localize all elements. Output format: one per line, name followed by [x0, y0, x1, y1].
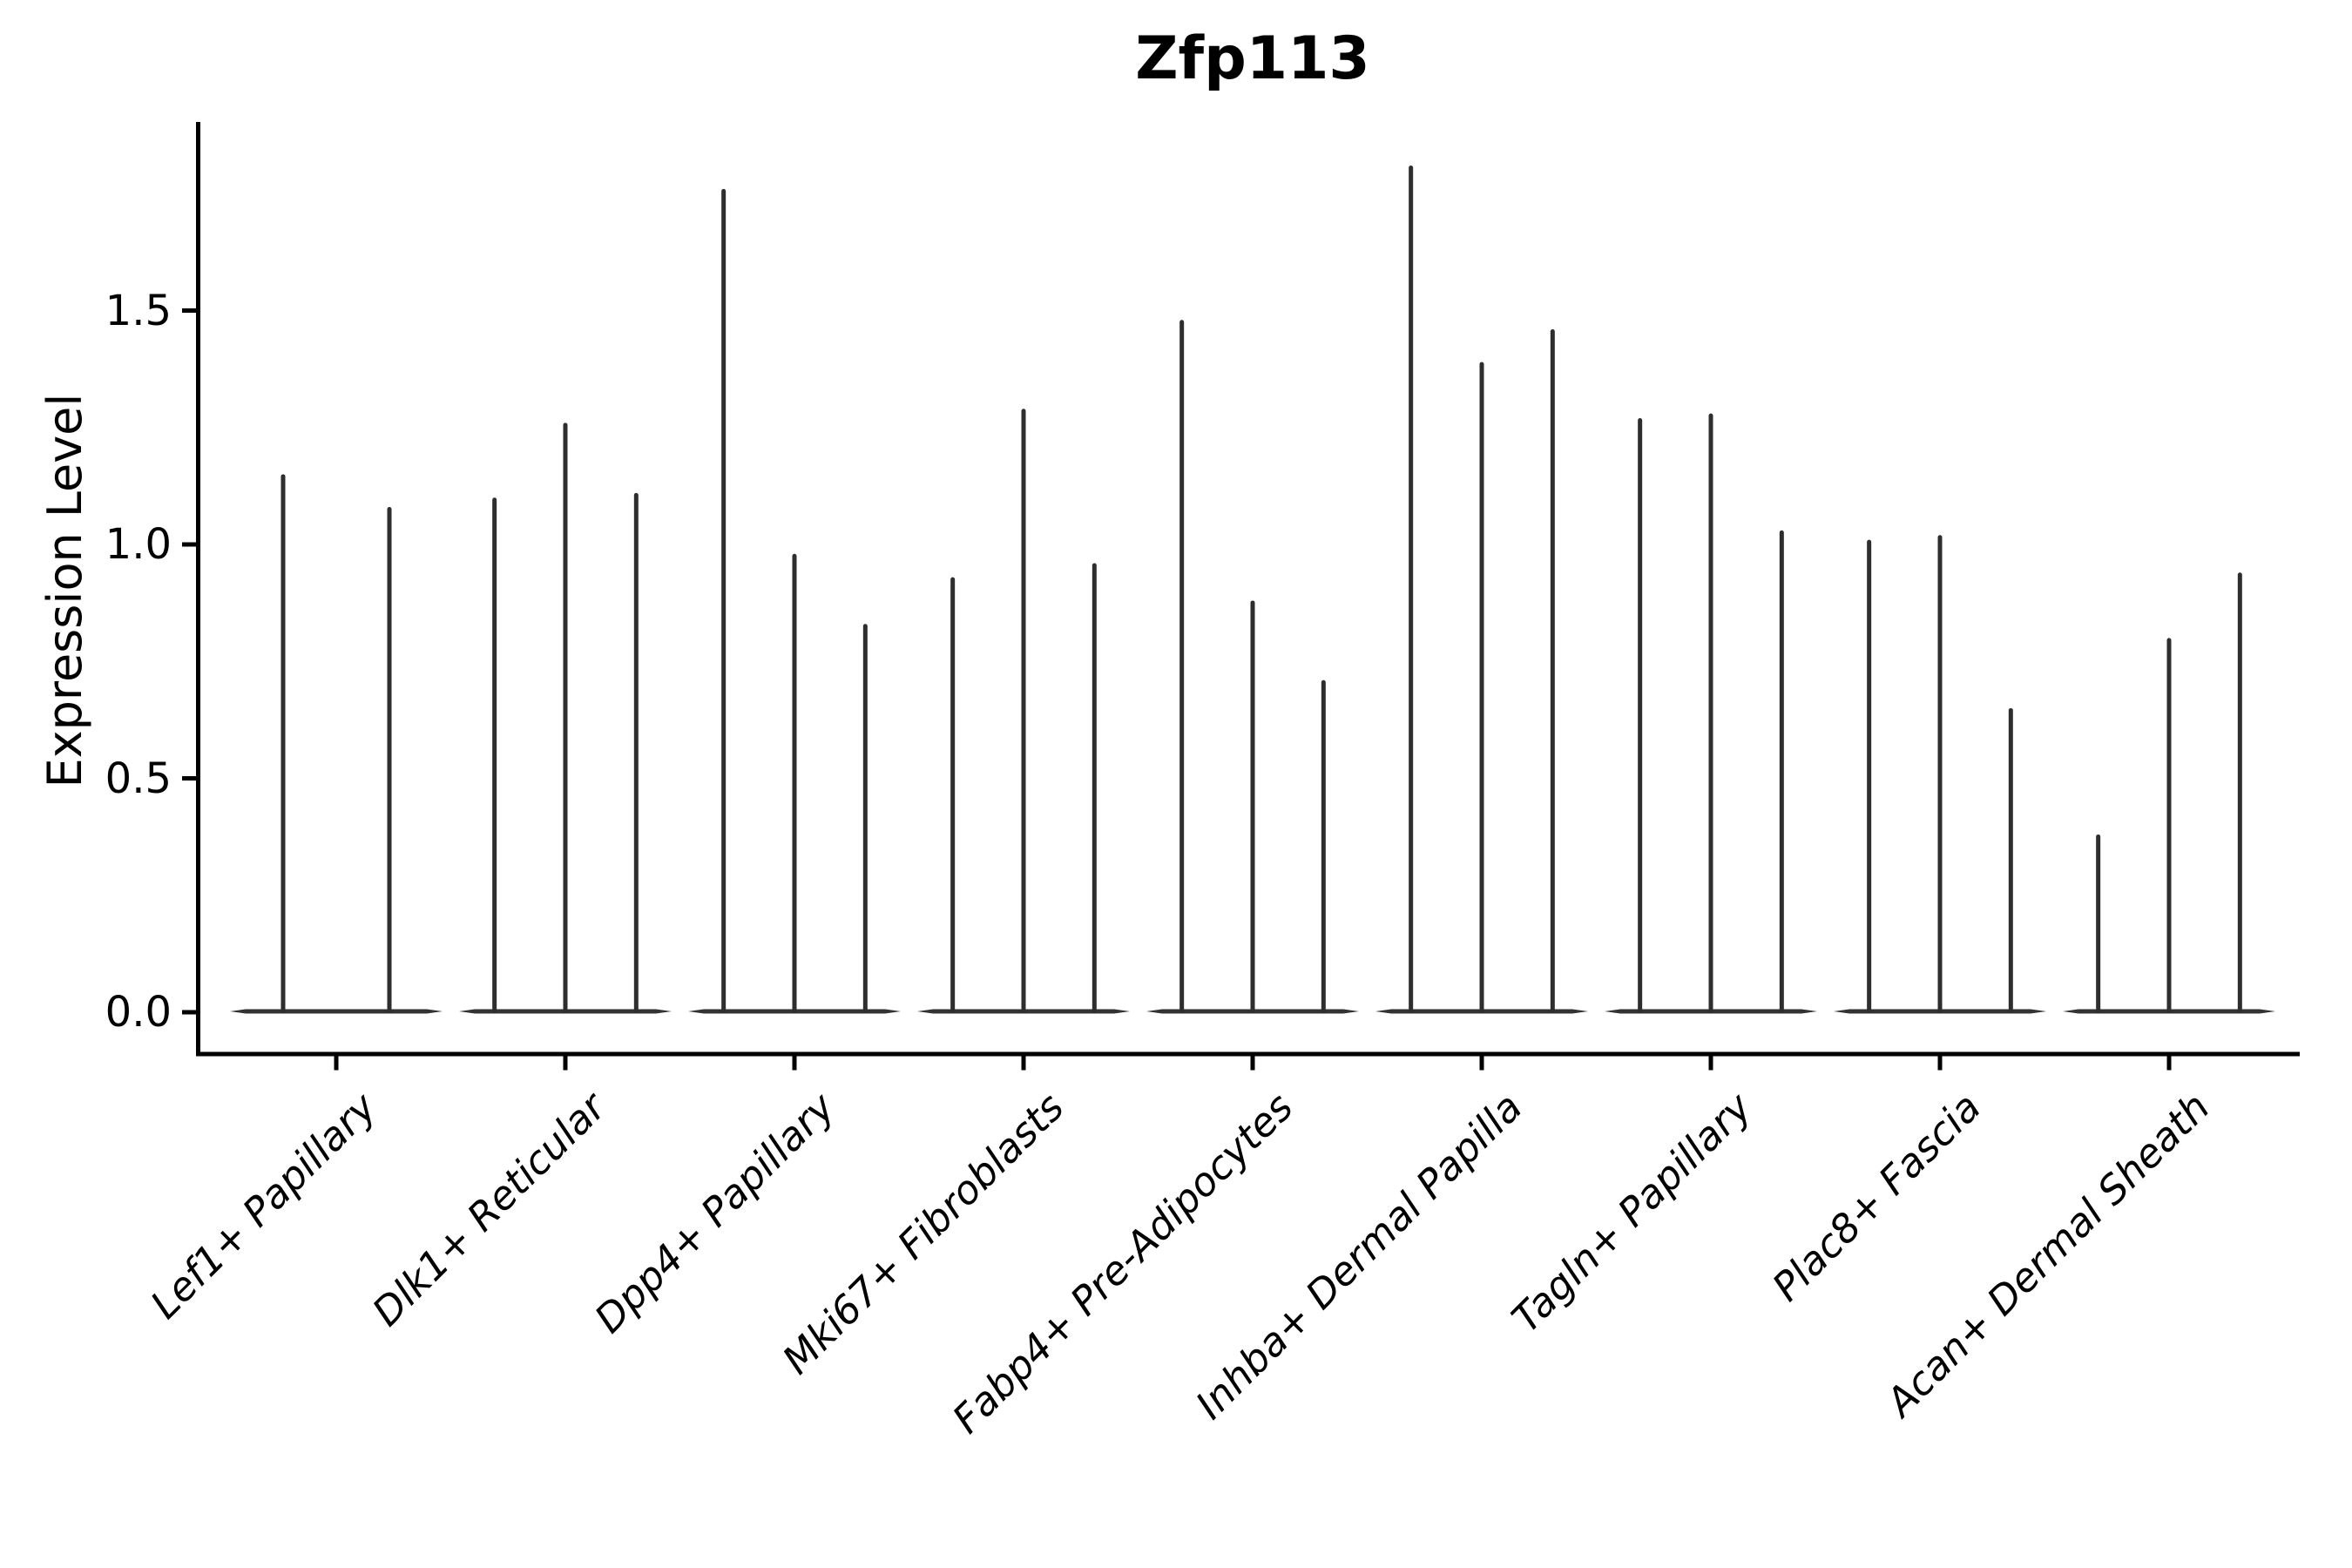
violin-spike	[2237, 572, 2242, 1013]
violin-spike	[1708, 413, 1713, 1013]
violin-spike	[1409, 166, 1414, 1013]
x-axis-spine	[196, 1051, 2300, 1057]
violin-spike	[950, 577, 956, 1013]
violin-spike	[1779, 530, 1784, 1013]
x-tick-mark	[1708, 1056, 1713, 1071]
violin-spike	[1638, 418, 1643, 1013]
x-tick-mark	[1479, 1056, 1484, 1071]
violin-spike	[1021, 409, 1026, 1013]
y-tick-mark	[182, 1010, 196, 1015]
violin-base	[230, 1009, 443, 1014]
violin-spike	[563, 422, 568, 1013]
violin-spike	[1179, 320, 1185, 1013]
y-tick-mark	[182, 776, 196, 781]
violin-spike	[2096, 834, 2101, 1013]
violin-spike	[387, 507, 392, 1013]
violin-spike	[1550, 328, 1555, 1014]
y-tick-label-2: 1.0	[105, 520, 172, 569]
violin-spike	[1867, 539, 1872, 1013]
violin-spike	[2008, 707, 2013, 1013]
violin-spike	[280, 474, 286, 1013]
y-tick-label-0: 0.0	[105, 988, 172, 1037]
x-tick-mark	[563, 1056, 568, 1071]
y-tick-label-1: 0.5	[105, 754, 172, 803]
violin-spike	[1250, 600, 1255, 1013]
x-tick-mark	[334, 1056, 339, 1071]
violin-spike	[1479, 362, 1484, 1013]
y-tick-label-3: 1.5	[105, 286, 172, 335]
chart-title: Zfp113	[1135, 24, 1370, 93]
violin-spike	[792, 553, 797, 1013]
x-tick-mark	[792, 1056, 797, 1071]
x-tick-mark	[1250, 1056, 1255, 1071]
violin-spike	[2166, 638, 2172, 1013]
violin-spike	[633, 492, 639, 1013]
y-tick-mark	[182, 542, 196, 547]
x-tick-mark	[1021, 1056, 1026, 1071]
x-tick-mark	[2166, 1056, 2172, 1071]
violin-spike	[862, 624, 868, 1013]
violin-spike	[1321, 679, 1326, 1013]
violin-spike	[1937, 535, 1943, 1013]
x-tick-mark	[1937, 1056, 1943, 1071]
violin-spike	[1092, 563, 1097, 1013]
y-axis-spine	[196, 122, 200, 1057]
violin-spike	[492, 497, 497, 1013]
y-tick-mark	[182, 308, 196, 313]
violin-spike	[721, 188, 727, 1013]
